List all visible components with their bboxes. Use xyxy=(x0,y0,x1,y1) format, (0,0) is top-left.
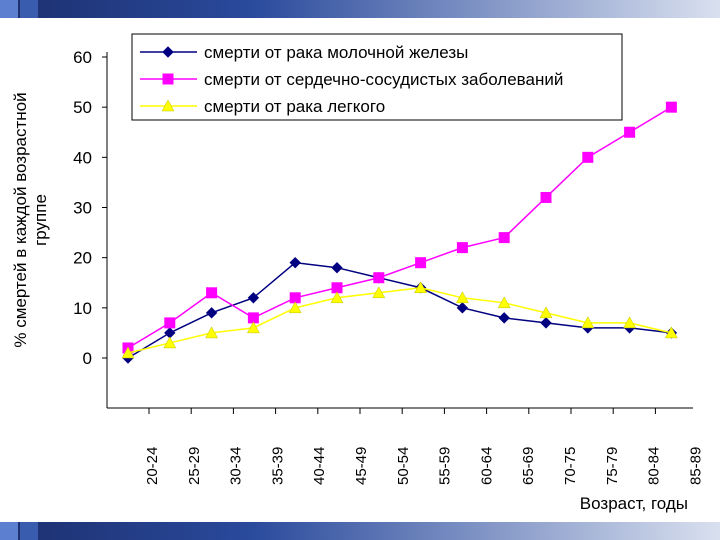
data-point xyxy=(161,99,175,112)
series-line xyxy=(127,287,672,354)
data-point xyxy=(539,306,553,319)
data-point xyxy=(540,317,552,329)
data-point xyxy=(289,292,301,304)
data-point xyxy=(247,312,259,324)
data-point xyxy=(205,307,218,319)
data-point xyxy=(581,316,595,329)
data-point xyxy=(415,257,427,269)
series-group xyxy=(121,101,678,364)
data-point xyxy=(289,256,301,269)
legend-label: смерти от сердечно-сосудистых заболевани… xyxy=(204,70,563,89)
x-ticks: 20-24 25-29 30-34 35-39 40-44 45-49 50-54 55-59… xyxy=(144,408,704,485)
legend-label: смерти от рака легкого xyxy=(204,97,385,116)
legend-label: смерти от рака молочной железы xyxy=(204,43,468,62)
y-axis-title-line: группе xyxy=(31,194,50,246)
data-point xyxy=(372,286,386,299)
data-point xyxy=(665,101,677,113)
data-point xyxy=(164,317,176,329)
data-point xyxy=(498,312,510,324)
y-ticks: 0 10 20 30 40 50 60 xyxy=(73,48,107,368)
data-point xyxy=(455,291,469,304)
data-point xyxy=(540,191,552,203)
series-line xyxy=(127,261,672,359)
series xyxy=(122,256,678,364)
x-tick-label: 50-54 xyxy=(395,447,412,485)
x-tick-label: 65-69 xyxy=(520,447,537,485)
data-point xyxy=(330,291,344,304)
top-band-square xyxy=(0,0,18,18)
data-point xyxy=(498,232,510,244)
data-point xyxy=(582,151,594,163)
x-tick-label: 75-79 xyxy=(604,447,621,485)
top-band xyxy=(0,0,720,18)
y-tick-label: 10 xyxy=(73,299,92,318)
data-point xyxy=(331,282,343,294)
data-point xyxy=(664,326,678,339)
y-axis-title: % смертей в каждой возрастнойгруппе xyxy=(11,92,50,347)
y-tick-label: 40 xyxy=(73,148,92,167)
data-point xyxy=(623,316,637,329)
data-point xyxy=(497,296,511,309)
data-point xyxy=(121,346,135,359)
y-tick-label: 30 xyxy=(73,199,92,218)
series xyxy=(121,281,678,359)
data-point xyxy=(206,287,218,299)
x-tick-label: 60-64 xyxy=(478,447,495,485)
x-tick-label: 20-24 xyxy=(144,447,161,485)
data-point xyxy=(162,46,174,58)
x-axis-title: Возраст, годы xyxy=(580,494,688,513)
y-tick-label: 20 xyxy=(73,249,92,268)
top-band-square xyxy=(20,0,38,18)
x-tick-label: 80-84 xyxy=(646,447,663,485)
x-tick-label: 40-44 xyxy=(311,447,328,485)
data-point xyxy=(373,272,385,284)
y-axis-title-line: % смертей в каждой возрастной xyxy=(11,92,30,347)
data-point xyxy=(624,126,636,138)
data-point xyxy=(247,292,260,304)
x-tick-label: 55-59 xyxy=(437,447,454,485)
y-tick-label: 0 xyxy=(83,349,92,368)
bottom-band xyxy=(0,522,720,540)
data-point xyxy=(331,261,343,274)
x-tick-label: 45-49 xyxy=(353,447,370,485)
y-tick-label: 50 xyxy=(73,98,92,117)
data-point xyxy=(456,242,468,254)
x-tick-label: 70-75 xyxy=(562,447,579,485)
x-tick-label: 30-34 xyxy=(228,447,245,485)
data-point xyxy=(164,327,176,339)
x-tick-label: 35-39 xyxy=(269,447,286,485)
data-point xyxy=(414,281,428,294)
data-point xyxy=(162,73,174,85)
legend-box xyxy=(131,33,623,121)
data-point xyxy=(456,302,469,314)
data-point xyxy=(288,301,302,314)
data-point xyxy=(163,336,177,349)
x-tick-label: 25-29 xyxy=(186,447,203,485)
bottom-band-square xyxy=(20,522,38,540)
series-line xyxy=(127,106,672,349)
data-point xyxy=(246,321,260,334)
bottom-band-square xyxy=(0,522,18,540)
axes xyxy=(106,52,693,409)
x-tick-label: 85-89 xyxy=(687,447,704,485)
data-point xyxy=(205,326,219,339)
y-tick-label: 60 xyxy=(73,48,92,67)
legend: смерти от рака молочной железы смерти от … xyxy=(131,33,623,121)
